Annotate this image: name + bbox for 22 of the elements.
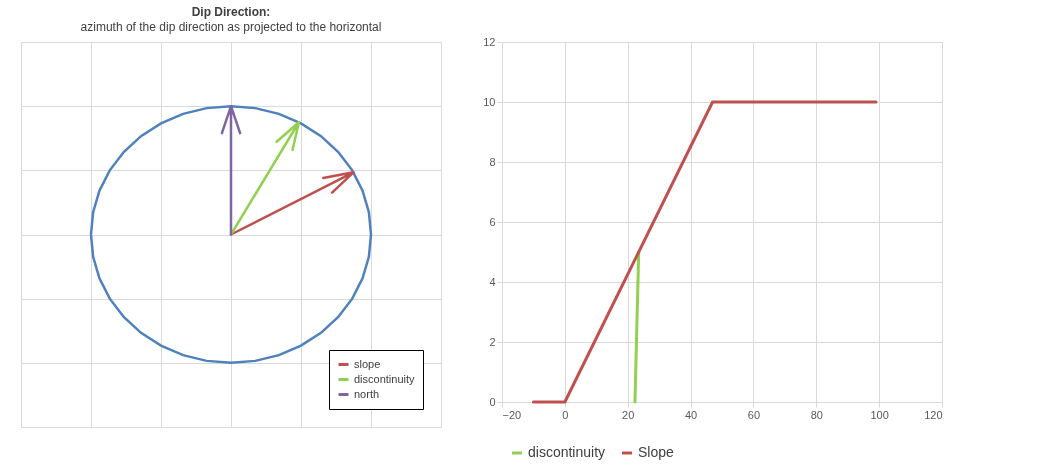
x-tick-label: 20 [622, 408, 635, 421]
text: Dip Direction: [191, 5, 271, 19]
legend-label: slope [354, 357, 381, 370]
text: azimuth of the dip direction as projected to the horizontal [80, 20, 382, 34]
y-tick-label: 0 [489, 395, 496, 408]
x-tick-label: 60 [747, 408, 761, 421]
y-tick-label: 2 [489, 335, 496, 348]
y-tick-label: 12 [483, 35, 496, 48]
y-tick-label: 8 [489, 155, 496, 168]
x-tick-label: 0 [562, 408, 569, 421]
y-tick-label: 4 [489, 275, 496, 288]
legend-label: north [354, 387, 380, 400]
x-tick-label: −20 [502, 408, 522, 421]
x-tick-label: 100 [870, 408, 889, 421]
x-tick-label: 120 [924, 408, 943, 421]
x-tick-label: 80 [810, 408, 823, 421]
y-tick-label: 6 [489, 215, 496, 228]
y-tick-label: 10 [483, 95, 496, 108]
legend-label: discontinuity [528, 444, 606, 460]
legend-label: Slope [638, 444, 675, 460]
legend-label: discontinuity [354, 372, 416, 385]
x-tick-label: 40 [684, 408, 698, 421]
